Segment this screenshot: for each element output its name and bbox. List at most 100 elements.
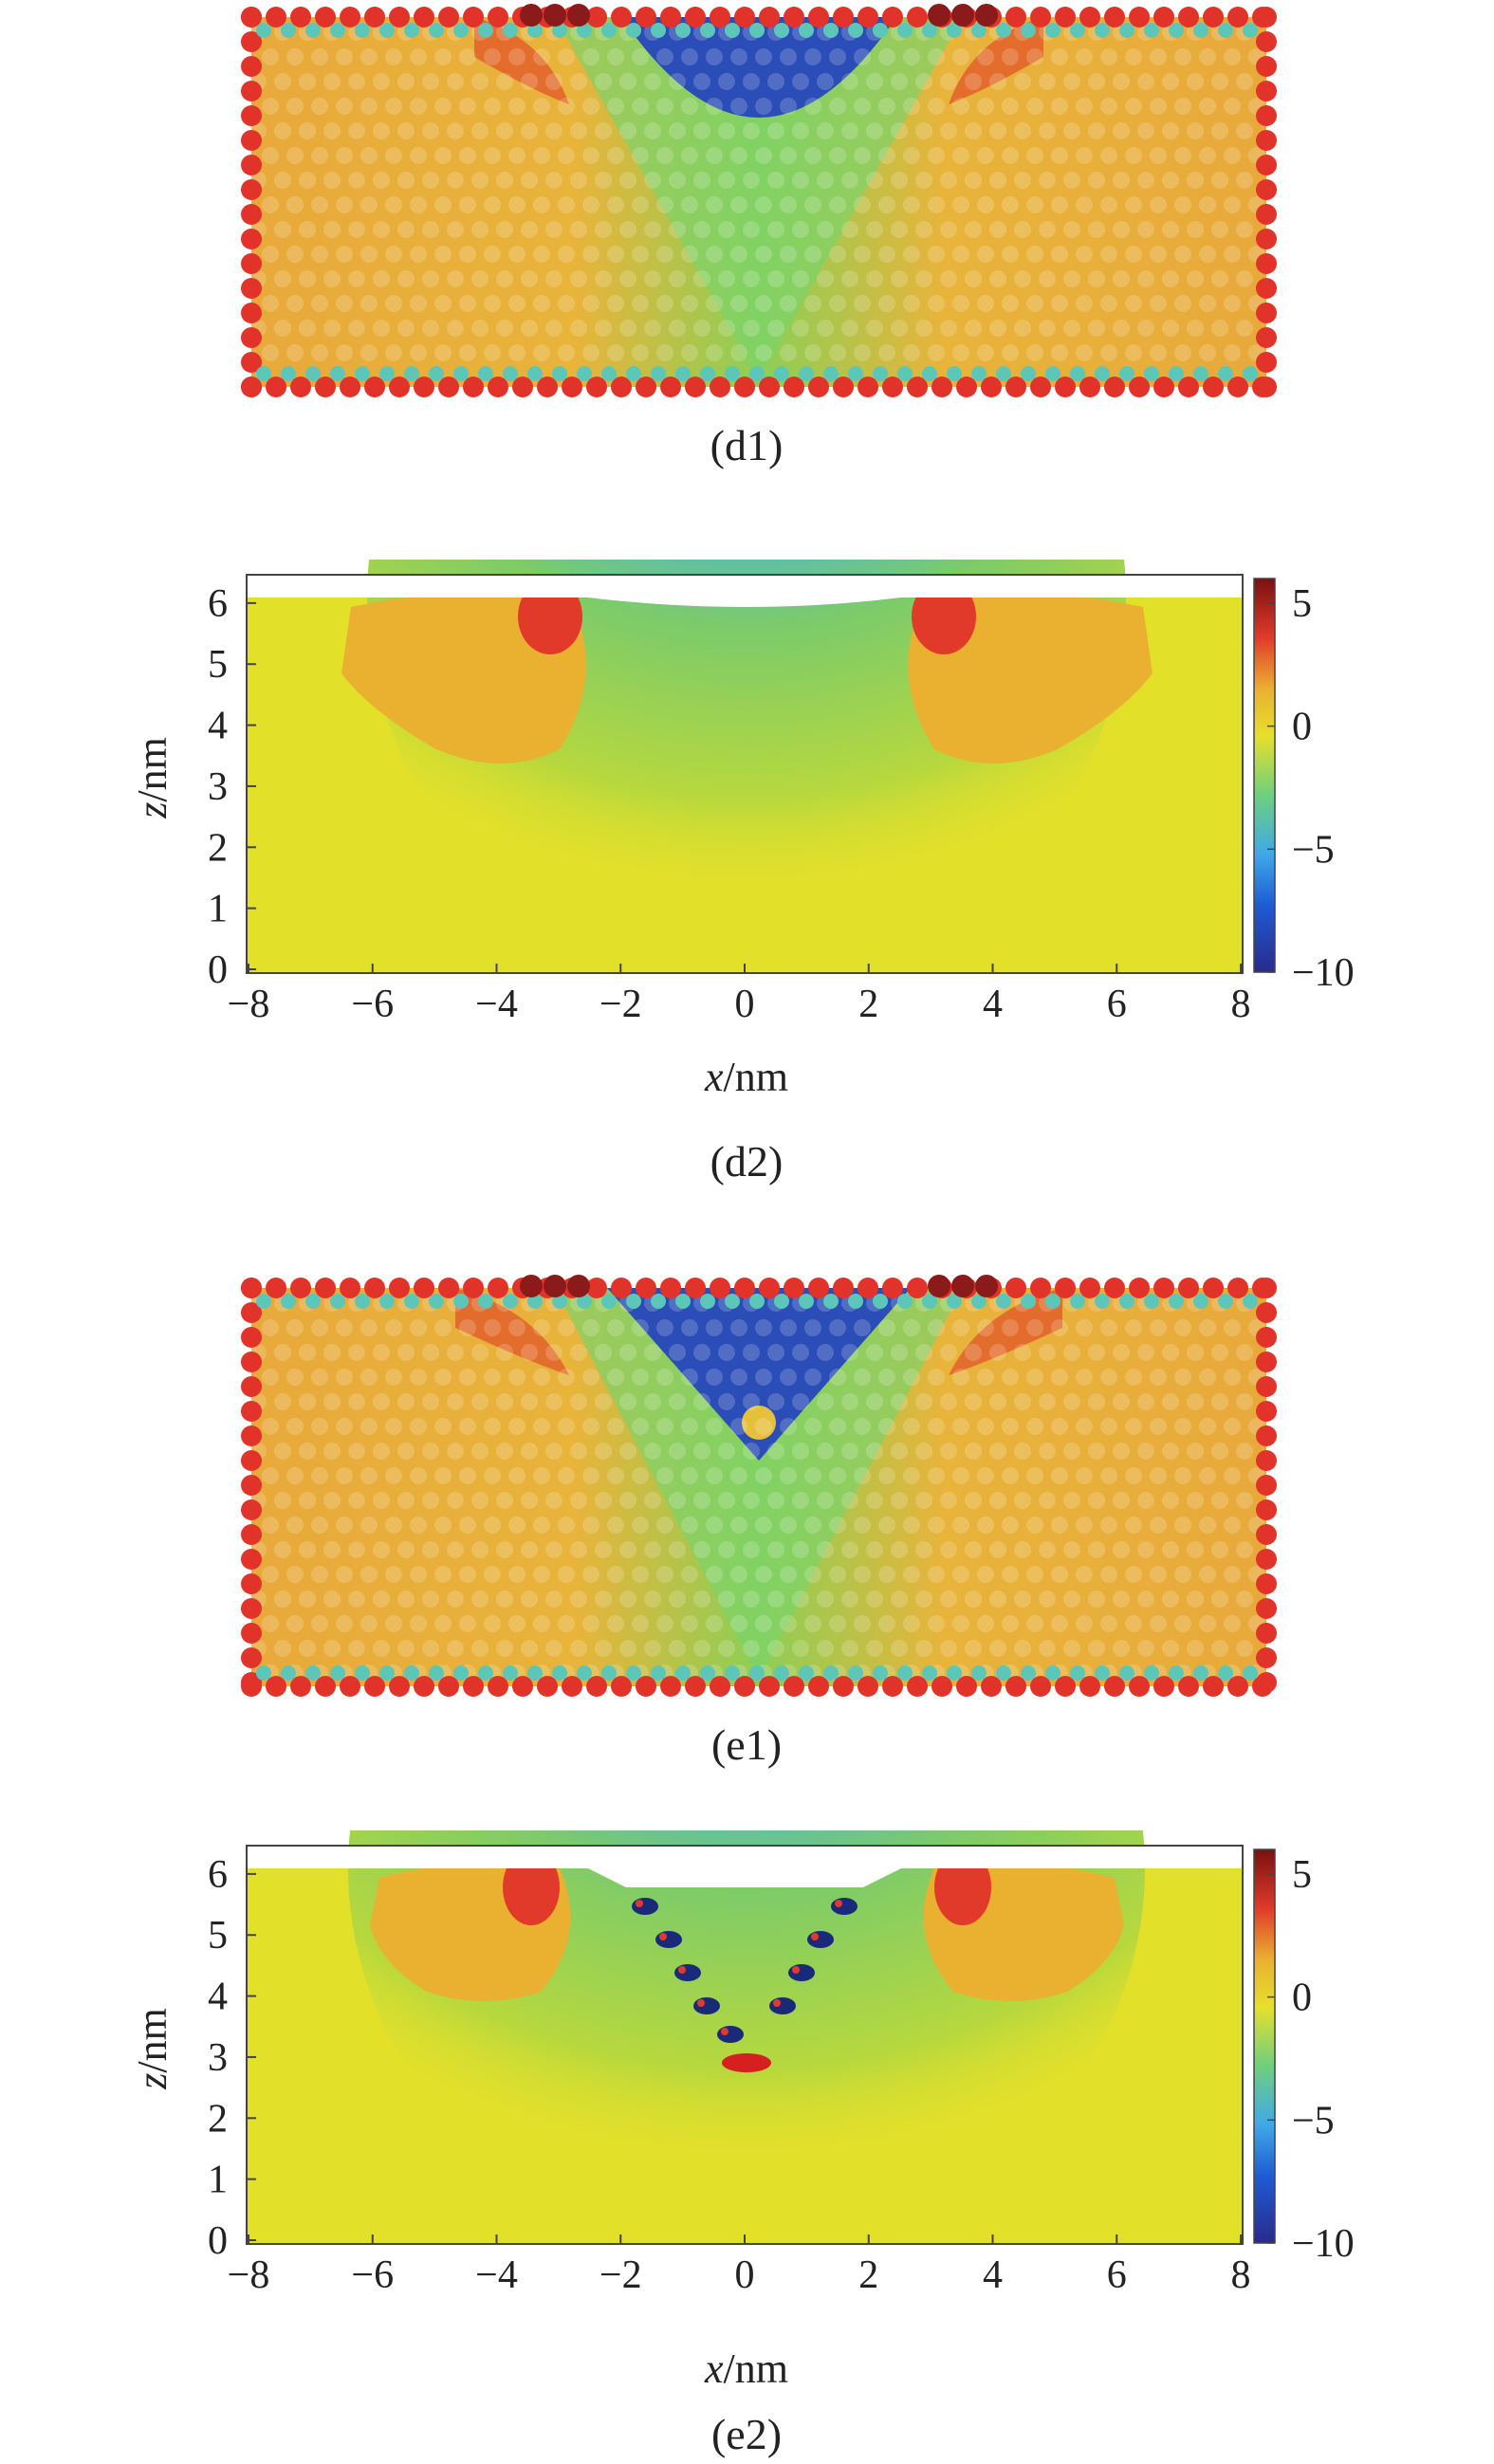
- atom: [262, 147, 279, 164]
- surface-atom: [266, 7, 286, 28]
- atom: [582, 344, 599, 361]
- atom: [323, 320, 341, 337]
- atom: [1199, 1319, 1216, 1336]
- subsurface-atom: [478, 1294, 493, 1309]
- atom: [693, 1344, 710, 1361]
- atom: [718, 1640, 735, 1657]
- atom: [619, 1443, 636, 1460]
- atom: [965, 1344, 982, 1361]
- atom: [348, 1492, 365, 1509]
- atom: [1100, 1517, 1117, 1534]
- surface-atom: [833, 7, 854, 28]
- atom: [397, 73, 415, 90]
- atom: [928, 1566, 945, 1583]
- side-atom: [241, 130, 262, 151]
- atom: [619, 172, 636, 189]
- atom: [262, 98, 279, 115]
- atom: [521, 1393, 538, 1410]
- y-tick-label: 2: [208, 826, 228, 870]
- atom: [878, 1615, 895, 1632]
- atom: [410, 1517, 427, 1534]
- x-tick-label: 6: [1107, 983, 1127, 1026]
- atom: [434, 147, 452, 164]
- atom: [1199, 295, 1216, 312]
- atom: [1187, 1492, 1204, 1509]
- atom: [1187, 320, 1204, 337]
- subsurface-atom: [799, 1294, 814, 1309]
- atom: [743, 221, 760, 238]
- bottom-atom: [734, 1676, 755, 1697]
- atom: [780, 246, 797, 263]
- surface-atom: [1079, 7, 1100, 28]
- colorbar-tick-label: −10: [1292, 951, 1355, 995]
- atom: [311, 246, 328, 263]
- atom: [841, 1591, 858, 1608]
- bottom-atom: [759, 377, 780, 397]
- atom: [323, 172, 341, 189]
- atom: [1211, 73, 1228, 90]
- atom: [484, 1418, 501, 1435]
- atom: [755, 196, 772, 213]
- atom: [977, 1418, 994, 1435]
- subsurface-atom: [404, 1665, 419, 1681]
- atom: [447, 221, 464, 238]
- atom: [940, 320, 957, 337]
- atom: [1088, 1443, 1105, 1460]
- atom: [1224, 1615, 1241, 1632]
- atom: [397, 122, 415, 139]
- atom: [792, 221, 809, 238]
- atom: [730, 1517, 747, 1534]
- atom: [755, 98, 772, 115]
- subsurface-atom: [848, 366, 863, 381]
- atom: [632, 344, 649, 361]
- atom: [422, 1541, 439, 1558]
- atom: [1063, 122, 1080, 139]
- atom: [755, 1467, 772, 1484]
- atom: [1125, 1566, 1142, 1583]
- atom: [669, 221, 686, 238]
- atom: [767, 172, 784, 189]
- x-tick-label: 2: [858, 2253, 878, 2297]
- atom: [1199, 98, 1216, 115]
- atom: [644, 221, 661, 238]
- pileup-atom: [520, 4, 543, 27]
- bottom-atom: [586, 1676, 607, 1697]
- subsurface-atom: [281, 1665, 296, 1681]
- bottom-atom: [1178, 377, 1199, 397]
- atom: [977, 1615, 994, 1632]
- subsurface-atom: [355, 366, 370, 381]
- atom: [989, 73, 1006, 90]
- atom: [1014, 1393, 1031, 1410]
- subsurface-atom: [577, 1665, 592, 1681]
- atom: [422, 1393, 439, 1410]
- bottom-atom: [512, 377, 533, 397]
- atom: [1076, 48, 1093, 65]
- atom: [706, 1467, 723, 1484]
- atom: [940, 1492, 957, 1509]
- atom: [841, 122, 858, 139]
- atom: [1162, 1443, 1179, 1460]
- atom: [274, 172, 291, 189]
- subsurface-atom: [1045, 1294, 1061, 1309]
- side-atom: [241, 56, 262, 77]
- atom: [582, 147, 599, 164]
- atom: [718, 1541, 735, 1558]
- atom: [817, 1492, 834, 1509]
- atom: [1014, 122, 1031, 139]
- atom: [373, 1393, 390, 1410]
- atom: [607, 246, 624, 263]
- atom: [891, 1591, 908, 1608]
- atom: [1199, 1517, 1216, 1534]
- contour-plot-d2: [246, 560, 1244, 977]
- atom: [1236, 172, 1253, 189]
- side-atom: [1256, 303, 1277, 323]
- atom: [348, 320, 365, 337]
- atom: [1125, 1517, 1142, 1534]
- atom: [1113, 1393, 1130, 1410]
- atom: [841, 1393, 858, 1410]
- atom: [1051, 1467, 1068, 1484]
- atom: [1100, 147, 1117, 164]
- atom: [940, 1443, 957, 1460]
- atom: [1187, 1393, 1204, 1410]
- atom: [607, 147, 624, 164]
